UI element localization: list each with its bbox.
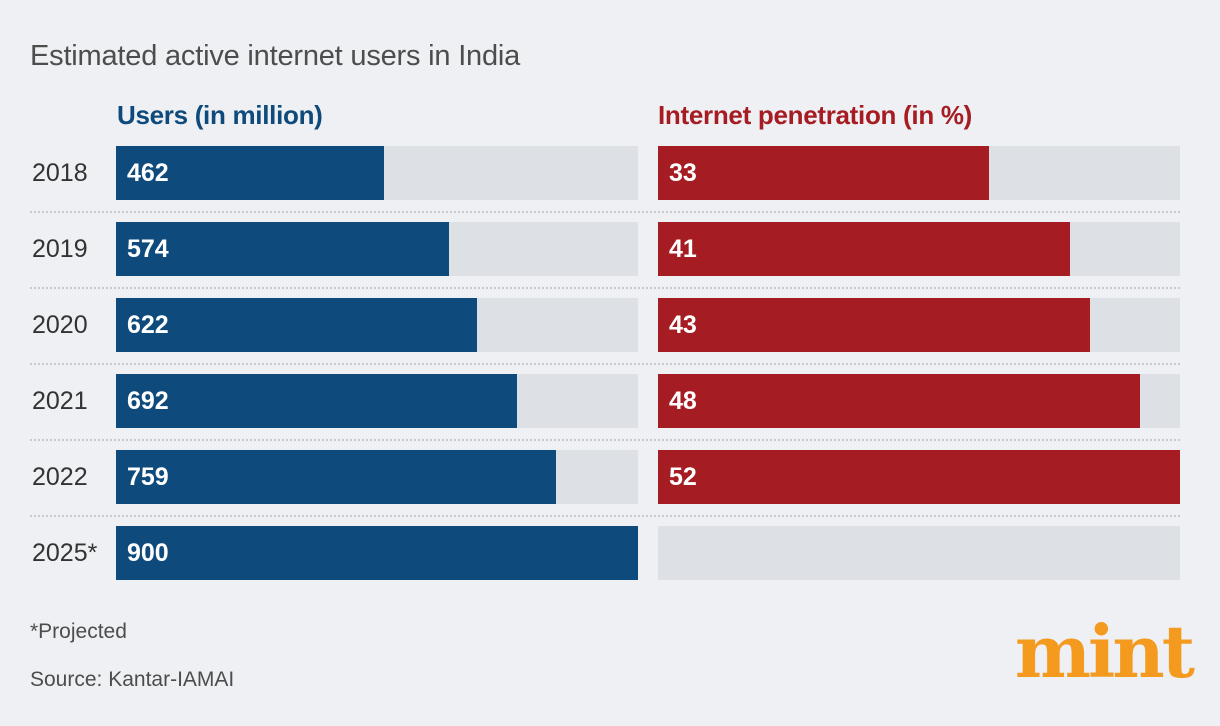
source-note: Source: Kantar-IAMAI: [30, 668, 235, 691]
footnote: *Projected: [30, 620, 127, 643]
chart-row: 2020 622 43: [30, 298, 1180, 352]
users-bar: [116, 450, 557, 504]
users-bar-track: 574: [116, 222, 638, 276]
users-bar-track: 622: [116, 298, 638, 352]
year-label: 2021: [32, 387, 88, 415]
users-bar: [116, 146, 384, 200]
penetration-bar: [658, 146, 990, 200]
chart-title: Estimated active internet users in India: [30, 40, 521, 72]
users-bar-track: 462: [116, 146, 638, 200]
chart-row: 2018 462 33: [30, 146, 1180, 200]
year-label: 2025*: [32, 539, 98, 567]
users-bar-track: 692: [116, 374, 638, 428]
year-label: 2022: [32, 463, 88, 491]
chart-row: 2022 759 52: [30, 450, 1180, 504]
users-column-header: Users (in million): [117, 100, 323, 130]
penetration-value-label: 41: [669, 235, 697, 263]
users-bar-track: 759: [116, 450, 638, 504]
users-bar: [116, 374, 518, 428]
penetration-bar-track: 43: [658, 298, 1180, 352]
row-divider: [30, 515, 1180, 517]
chart-row: 2025* 900: [30, 526, 1180, 580]
year-label: 2018: [32, 159, 88, 187]
penetration-value-label: 48: [669, 387, 697, 415]
penetration-bar: [658, 222, 1070, 276]
penetration-bar: [658, 298, 1090, 352]
users-bar: [116, 222, 449, 276]
users-bar-track: 900: [116, 526, 638, 580]
users-bar: [116, 526, 638, 580]
row-divider: [30, 439, 1180, 441]
users-value-label: 574: [127, 235, 169, 263]
penetration-bar-track: [658, 526, 1180, 580]
users-value-label: 622: [127, 311, 169, 339]
penetration-value-label: 43: [669, 311, 697, 339]
chart-row: 2021 692 48: [30, 374, 1180, 428]
penetration-bar-track: 52: [658, 450, 1180, 504]
row-divider: [30, 363, 1180, 365]
penetration-bar: [658, 374, 1140, 428]
year-label: 2019: [32, 235, 88, 263]
row-divider: [30, 287, 1180, 289]
users-value-label: 692: [127, 387, 169, 415]
penetration-value-label: 52: [669, 463, 697, 491]
penetration-bar: [658, 450, 1180, 504]
penetration-value-label: 33: [669, 159, 697, 187]
year-label: 2020: [32, 311, 88, 339]
penetration-column-header: Internet penetration (in %): [658, 100, 973, 130]
penetration-bar-track: 41: [658, 222, 1180, 276]
users-bar: [116, 298, 477, 352]
users-value-label: 462: [127, 159, 169, 187]
penetration-bar-track: 33: [658, 146, 1180, 200]
chart-row: 2019 574 41: [30, 222, 1180, 276]
row-divider: [30, 211, 1180, 213]
mint-logo: mint: [1014, 609, 1195, 694]
penetration-bar-track: 48: [658, 374, 1180, 428]
users-value-label: 900: [127, 539, 169, 567]
users-value-label: 759: [127, 463, 169, 491]
